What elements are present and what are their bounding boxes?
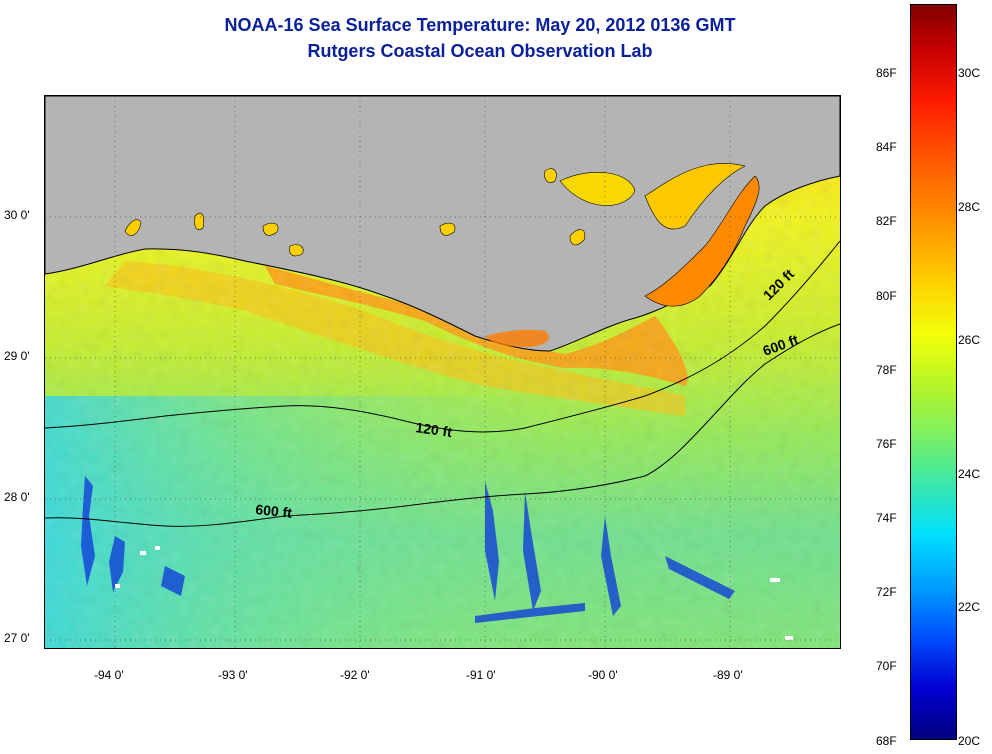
sst-map: 120 ft 120 ft 600 ft 600 ft <box>44 95 841 649</box>
lon-label-90: -90 0' <box>588 668 618 682</box>
lon-label-89: -89 0' <box>713 668 743 682</box>
colorbar-label-22c: 22C <box>958 600 981 614</box>
lat-label-30: 30 0' <box>4 208 30 222</box>
colorbar-label-78f: 78F <box>876 363 897 377</box>
colorbar-label-72f: 72F <box>876 585 897 599</box>
cold-streaks <box>81 476 735 623</box>
lon-label-93: -93 0' <box>218 668 248 682</box>
colorbar-label-70f: 70F <box>876 659 897 673</box>
mississippi-delta <box>644 175 760 307</box>
lat-label-29: 29 0' <box>4 349 30 363</box>
colorbar-label-28c: 28C <box>958 200 981 214</box>
lon-label-94: -94 0' <box>94 668 124 682</box>
colorbar-label-76f: 76F <box>876 437 897 451</box>
colorbar-label-84f: 84F <box>876 140 897 154</box>
map-title: NOAA-16 Sea Surface Temperature: May 20,… <box>130 12 830 64</box>
temperature-colorbar <box>910 4 957 740</box>
graticule <box>45 96 840 648</box>
title-line-2: Rutgers Coastal Ocean Observation Lab <box>307 41 653 61</box>
sst-map-graphic: 120 ft 120 ft 600 ft 600 ft <box>45 96 840 648</box>
contour-600ft <box>45 323 840 527</box>
lon-label-92: -92 0' <box>340 668 370 682</box>
colorbar-label-80f: 80F <box>876 289 897 303</box>
colorbar-label-74f: 74F <box>876 511 897 525</box>
atchafalaya-plume <box>485 329 549 347</box>
colorbar-label-30c: 30C <box>958 66 981 80</box>
lon-label-91: -91 0' <box>466 668 496 682</box>
title-line-1: NOAA-16 Sea Surface Temperature: May 20,… <box>224 15 736 35</box>
contour-label-120ft-west: 120 ft <box>415 419 454 440</box>
colorbar-label-86f: 86F <box>876 66 897 80</box>
inland-water <box>124 163 746 257</box>
lat-label-28: 28 0' <box>4 490 30 504</box>
cloud-pixels <box>115 546 793 640</box>
contour-label-600ft-west: 600 ft <box>255 501 293 521</box>
colorbar-label-24c: 24C <box>958 467 981 481</box>
colorbar-label-82f: 82F <box>876 214 897 228</box>
lat-label-27: 27 0' <box>4 631 30 645</box>
colorbar-label-26c: 26C <box>958 333 981 347</box>
colorbar-label-68f: 68F <box>876 734 897 748</box>
contour-120ft <box>45 240 840 433</box>
colorbar-label-20c: 20C <box>958 734 981 748</box>
